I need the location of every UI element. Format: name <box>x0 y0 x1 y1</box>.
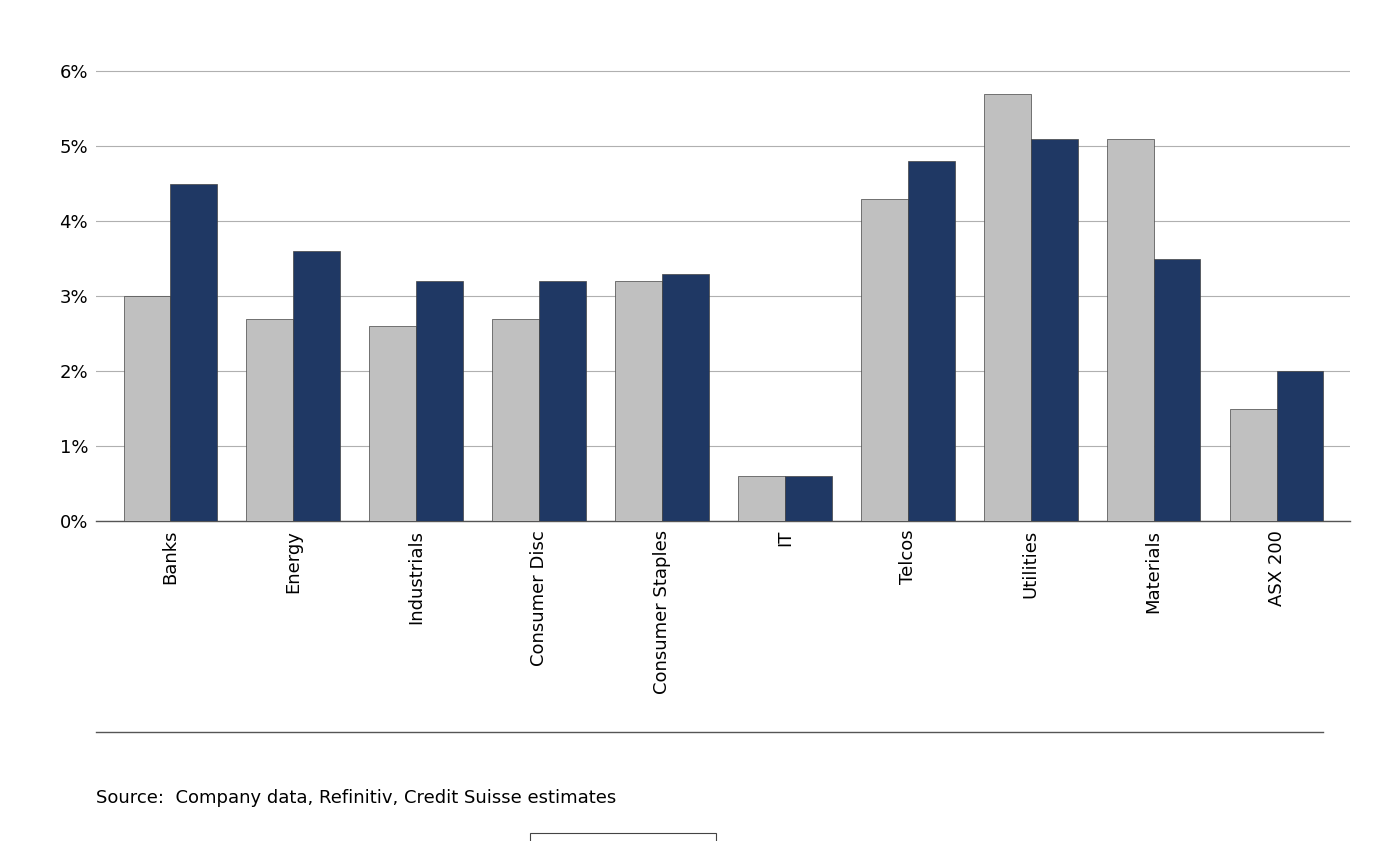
Bar <box>908 161 955 521</box>
Bar <box>294 251 340 521</box>
Bar <box>369 326 416 521</box>
Bar <box>539 281 586 521</box>
Bar <box>861 198 908 521</box>
Bar <box>416 281 463 521</box>
Bar <box>984 93 1031 521</box>
Bar <box>615 281 661 521</box>
Bar <box>785 476 832 521</box>
Legend: 2021, 2022: 2021, 2022 <box>531 833 715 841</box>
Text: Source:  Company data, Refinitiv, Credit Suisse estimates: Source: Company data, Refinitiv, Credit … <box>96 790 617 807</box>
Bar <box>247 319 294 521</box>
Bar <box>1031 139 1078 521</box>
Bar <box>1276 372 1323 521</box>
Bar <box>1153 259 1200 521</box>
Bar <box>171 183 216 521</box>
Bar <box>492 319 539 521</box>
Bar <box>1231 409 1276 521</box>
Bar <box>661 274 708 521</box>
Bar <box>739 476 785 521</box>
Bar <box>124 296 171 521</box>
Bar <box>1107 139 1153 521</box>
